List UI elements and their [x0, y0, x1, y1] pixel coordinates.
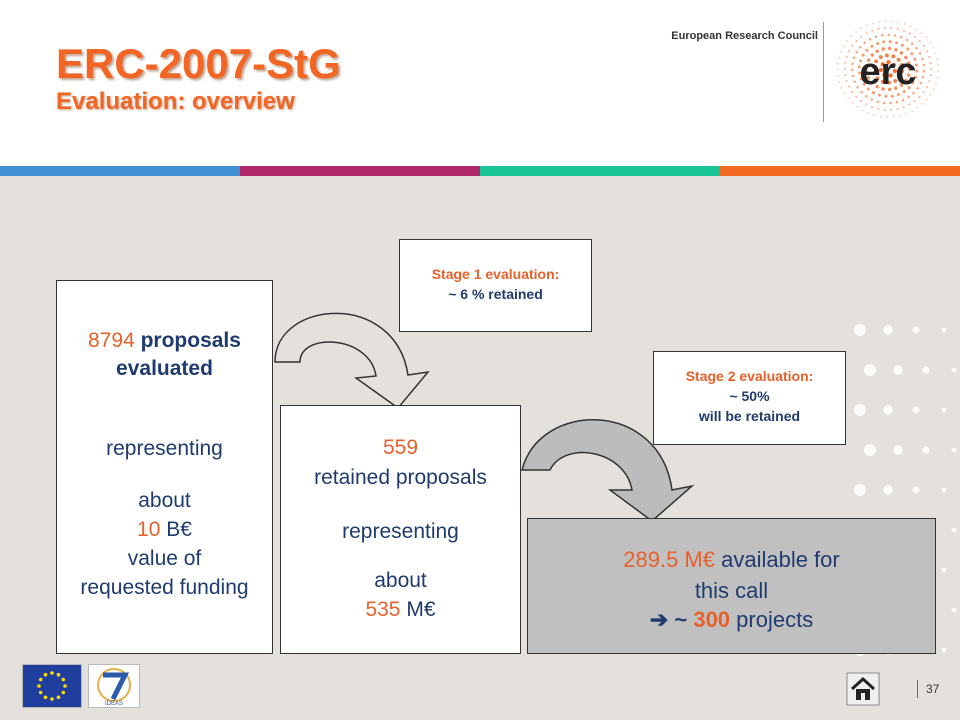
stage1-text: Stage 1 evaluation: ~ 6 % retained: [400, 264, 591, 304]
proposals-count: 8794: [88, 329, 135, 352]
color-band-teal: [480, 166, 720, 176]
projects-count: 300: [693, 607, 731, 632]
slide-title: ERC-2007-StG: [56, 40, 341, 87]
proposals-evaluated-box: 8794 proposals evaluated representing ab…: [56, 280, 273, 654]
retained-count: 559: [382, 436, 419, 459]
erc-logo-text: erc: [859, 51, 916, 93]
eu-stars-icon: [37, 671, 67, 701]
arrow-right-icon: ➔: [649, 607, 669, 632]
retained-representing-label: representing: [342, 520, 459, 543]
about-label: about: [138, 489, 191, 512]
color-band-blue: [0, 166, 240, 176]
available-amount-line: 289.5 M€ available for: [528, 545, 935, 575]
slide-subtitle: Evaluation: overview: [56, 88, 295, 115]
logo-divider: [823, 22, 824, 122]
representing-label: representing: [106, 437, 223, 460]
approx-sign: ~: [674, 607, 688, 632]
stage2-evaluation-box: Stage 2 evaluation: ~ 50% will be retain…: [653, 351, 846, 445]
stage1-detail: ~ 6 % retained: [448, 286, 543, 302]
retained-funding-text: about 535 M€: [281, 566, 520, 624]
evaluated-label: evaluated: [116, 357, 213, 380]
retained-proposals-box: 559 retained proposals representing abou…: [280, 405, 521, 654]
value-of-label: value of: [127, 547, 202, 570]
funding-text: about 10 B€ value of requested funding: [51, 486, 278, 602]
stage2-text: Stage 2 evaluation: ~ 50% will be retain…: [654, 366, 845, 426]
available-label: available for: [721, 547, 840, 572]
stage1-evaluation-box: Stage 1 evaluation: ~ 6 % retained: [399, 239, 592, 332]
proposals-label: proposals: [140, 329, 241, 352]
retained-count-text: 559 retained proposals: [281, 433, 520, 493]
funding-amount: 10: [137, 518, 161, 541]
color-band-magenta: [240, 166, 480, 176]
page-number-divider: [917, 680, 918, 698]
color-band-orange: [720, 166, 960, 176]
retained-label: retained proposals: [314, 466, 487, 489]
slide-header: ERC-2007-StG Evaluation: overview Europe…: [0, 0, 960, 166]
erc-logo: erc: [836, 20, 940, 118]
funding-unit: B€: [166, 518, 192, 541]
retained-unit: M€: [406, 598, 436, 621]
requested-funding-label: requested funding: [80, 576, 249, 599]
projects-label: projects: [736, 607, 814, 632]
stage2-title: Stage 2 evaluation:: [685, 368, 814, 384]
stage2-detail2: will be retained: [698, 408, 801, 424]
available-funding-box: 289.5 M€ available for this call ➔ ~ 300…: [527, 518, 936, 654]
eu-flag-logo: [22, 664, 82, 708]
proposals-count-text: 8794 proposals evaluated: [57, 327, 272, 383]
projects-line: ➔ ~ 300 projects: [528, 605, 935, 635]
retained-amount: 535: [365, 598, 401, 621]
fp7-text: IDEAS: [105, 701, 123, 707]
fp7-ideas-logo: IDEAS: [88, 664, 140, 708]
home-icon[interactable]: [846, 672, 880, 706]
organization-name: European Research Council: [671, 30, 818, 42]
available-amount: 289.5 M€: [623, 547, 715, 572]
retained-about-label: about: [374, 569, 427, 592]
page-number: 37: [926, 682, 940, 696]
stage1-title: Stage 1 evaluation:: [431, 266, 560, 282]
fp7-icon: IDEAS: [97, 668, 131, 707]
stage2-detail: ~ 50%: [729, 388, 770, 404]
this-call-label: this call: [694, 578, 769, 603]
